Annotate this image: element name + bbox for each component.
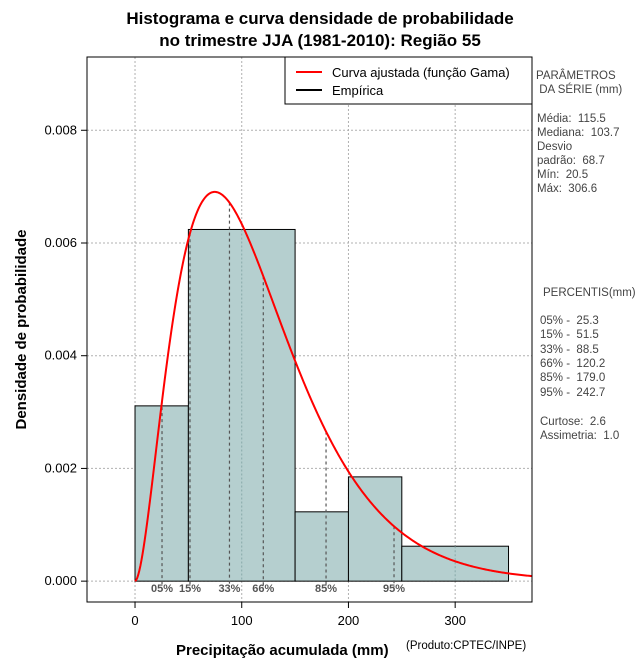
- percentile-label: 05%: [151, 583, 173, 595]
- axes: 0 100 200 300 0.000 0.002 0.004 0.006 0.008 Densi…: [13, 56, 533, 628]
- chart-title-line1: Histograma e curva densidade de probabil…: [126, 9, 514, 28]
- y-axis-label: Densidade de probabilidade: [13, 229, 30, 429]
- legend-label-empirica: Empírica: [332, 83, 384, 98]
- percentile-label: 66%: [252, 583, 274, 595]
- y-tick-label: 0.000: [44, 573, 77, 588]
- percentil-85: 85% - 179.0: [540, 372, 606, 384]
- y-tick-label: 0.002: [44, 460, 77, 475]
- legend-box: [284, 56, 533, 105]
- y-tick-label: 0.006: [44, 235, 77, 250]
- stat-media: Média: 115.5: [537, 113, 606, 125]
- stat-assimetria: Assimetria: 1.0: [540, 430, 620, 442]
- percentile-label: 15%: [179, 583, 201, 595]
- product-credit: (Produto:CPTEC/INPE): [406, 640, 527, 652]
- percentile-label: 95%: [383, 583, 405, 595]
- stat-max: Máx: 306.6: [537, 183, 598, 195]
- histogram-bars: [134, 228, 510, 582]
- x-tick-label: 0: [131, 613, 138, 628]
- params-title-2: DA SÉRIE (mm): [536, 84, 623, 96]
- histogram-bar: [347, 476, 403, 582]
- percentil-95: 95% - 242.7: [540, 387, 606, 399]
- params-title-1: PARÂMETROS: [536, 70, 616, 82]
- x-axis-label: Precipitação acumulada (mm): [176, 642, 389, 659]
- percentile-label: 85%: [315, 583, 337, 595]
- stat-mediana: Mediana: 103.7: [537, 127, 620, 139]
- stat-curtose: Curtose: 2.6: [540, 416, 606, 428]
- gamma-fit-curve: [134, 190, 533, 582]
- x-tick-label: 200: [338, 613, 360, 628]
- legend-label-gamma: Curva ajustada (função Gama): [332, 65, 510, 80]
- percentile-label: 33%: [218, 583, 240, 595]
- histogram-bar: [294, 511, 349, 582]
- x-tick-label: 100: [231, 613, 253, 628]
- percentil-05: 05% - 25.3: [540, 315, 599, 327]
- percentil-66: 66% - 120.2: [540, 358, 606, 370]
- x-tick-label: 300: [444, 613, 466, 628]
- y-tick-label: 0.008: [44, 122, 77, 137]
- percentis-title: PERCENTIS(mm): [543, 287, 636, 299]
- percentil-33: 33% - 88.5: [540, 344, 599, 356]
- y-tick-label: 0.004: [44, 348, 77, 363]
- percentile-markers: 05% 15% 33% 66% 85% 95%: [151, 202, 405, 595]
- stat-desvio-label: Desvio: [537, 141, 573, 153]
- stat-desvio-padrao: padrão: 68.7: [537, 155, 605, 167]
- stat-min: Mín: 20.5: [537, 169, 589, 181]
- legend: Curva ajustada (função Gama) Empírica: [284, 56, 533, 105]
- chart-title-line2: no trimestre JJA (1981-2010): Região 55: [159, 31, 481, 50]
- percentil-15: 15% - 51.5: [540, 329, 599, 341]
